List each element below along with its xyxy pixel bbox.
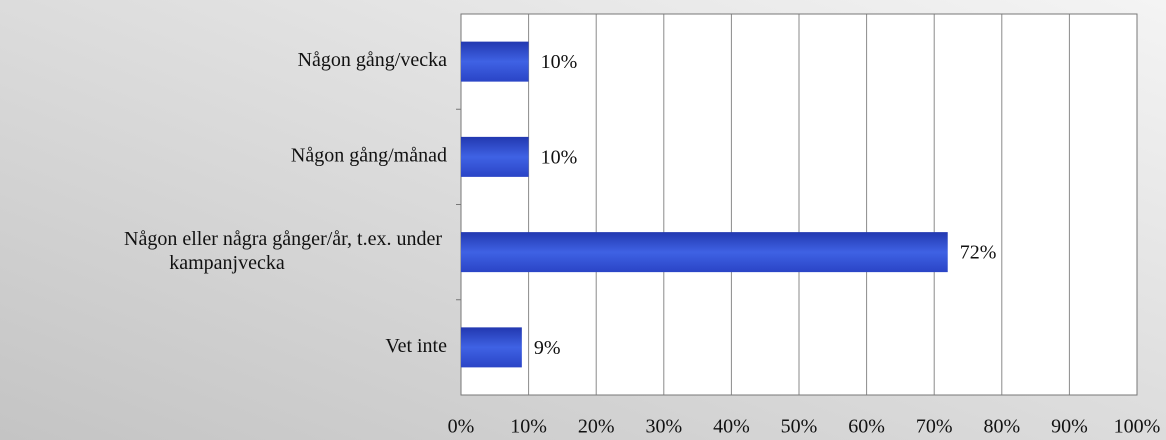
bar xyxy=(461,232,948,273)
label-line: kampanjvecka xyxy=(169,252,285,274)
data-label: 10% xyxy=(541,146,578,168)
x-tick-label: 20% xyxy=(578,416,615,438)
x-tick-label: 30% xyxy=(645,416,682,438)
x-tick-label: 90% xyxy=(1051,416,1088,438)
label-line: Någon eller några gånger/år, t.ex. under xyxy=(124,228,447,250)
y-tick-label: Någon gång/vecka xyxy=(298,49,448,71)
x-tick-label: 60% xyxy=(848,416,885,438)
x-tick-label: 40% xyxy=(713,416,750,438)
x-tick-label: 70% xyxy=(916,416,953,438)
data-label: 72% xyxy=(960,242,997,264)
data-label: 10% xyxy=(541,51,578,73)
x-tick-label: 0% xyxy=(448,416,475,438)
y-tick-label: Någon eller några gånger/år, t.ex. under… xyxy=(124,228,447,274)
bar xyxy=(461,327,522,368)
bar xyxy=(461,136,529,177)
x-tick-label: 100% xyxy=(1114,416,1161,438)
data-label: 9% xyxy=(534,337,561,359)
bar xyxy=(461,41,529,82)
x-tick-label: 10% xyxy=(510,416,547,438)
x-tick-label: 80% xyxy=(983,416,1020,438)
y-tick-label: Vet inte xyxy=(385,335,447,357)
y-tick-label: Någon gång/månad xyxy=(291,144,447,166)
x-tick-label: 50% xyxy=(781,416,818,438)
